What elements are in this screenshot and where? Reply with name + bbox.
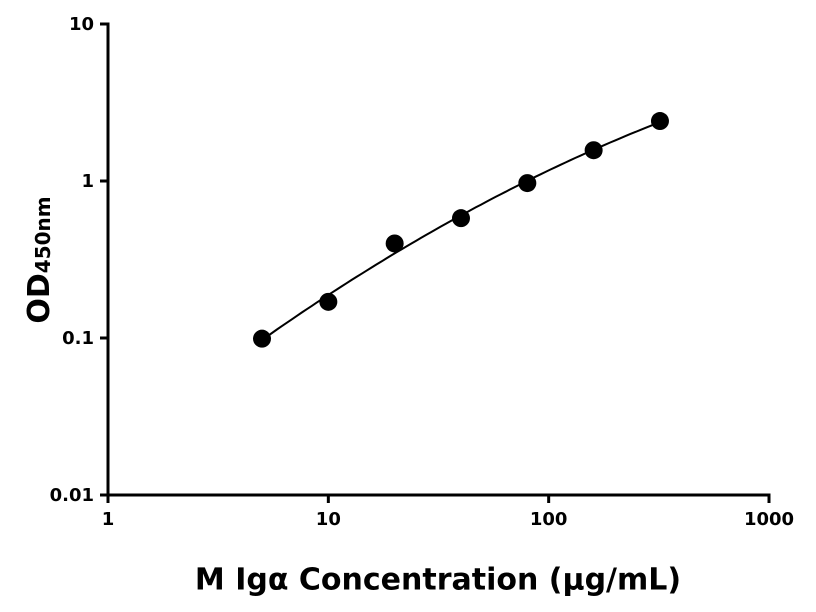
data-point <box>253 329 272 348</box>
y-tick-label: 10 <box>69 14 94 35</box>
data-point <box>319 292 338 311</box>
y-tick-label: 1 <box>81 171 94 192</box>
x-tick-label: 1 <box>102 509 115 530</box>
data-point <box>518 174 537 193</box>
data-point <box>451 209 470 228</box>
x-tick-label: 1000 <box>744 509 794 530</box>
data-point <box>385 234 404 253</box>
data-point <box>584 141 603 160</box>
y-tick-label: 0.1 <box>62 328 94 349</box>
data-point <box>650 112 669 131</box>
y-tick-label: 0.01 <box>50 485 94 506</box>
y-axis-label: OD450nm <box>22 196 57 323</box>
x-axis-label: M Igα Concentration (μg/mL) <box>195 563 681 598</box>
y-axis-label-main: OD <box>22 273 57 323</box>
x-tick-label: 10 <box>316 509 341 530</box>
y-axis-label-sub: 450nm <box>31 196 55 273</box>
x-tick-label: 100 <box>530 509 568 530</box>
